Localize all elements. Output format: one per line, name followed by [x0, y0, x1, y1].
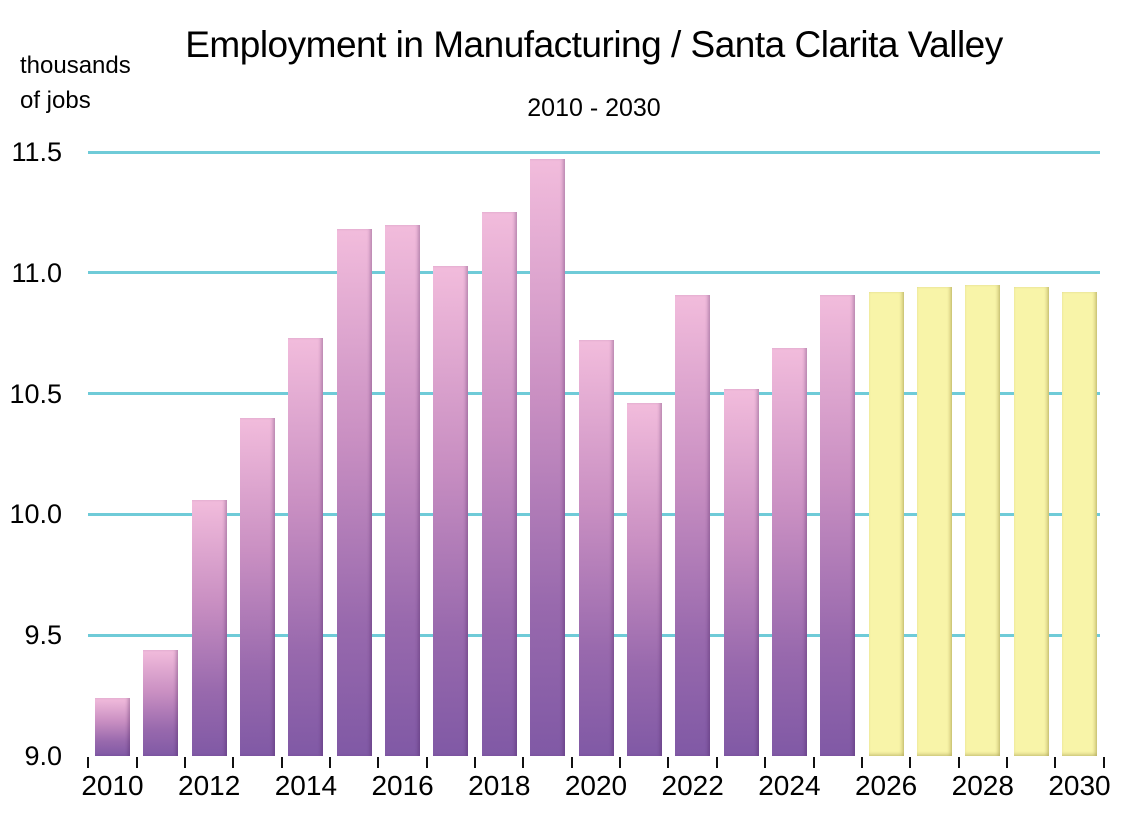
chart-title: Employment in Manufacturing / Santa Clar… — [185, 24, 1003, 65]
x-tick-label: 2030 — [1048, 770, 1111, 801]
x-axis-tick — [1102, 757, 1105, 768]
x-axis-tick — [522, 757, 525, 768]
x-axis-tick — [909, 757, 912, 768]
bar-2030 — [1062, 292, 1097, 756]
bar-2023 — [723, 388, 759, 756]
x-axis-tick — [377, 757, 380, 768]
y-tick-label: 11.5 — [11, 137, 62, 167]
x-tick-label: 2016 — [371, 770, 434, 801]
bar-2026 — [868, 292, 904, 756]
y-axis-label-line-2: of jobs — [20, 87, 91, 114]
x-axis-tick — [183, 757, 186, 768]
x-axis-tick — [619, 757, 622, 768]
x-axis-tick — [425, 757, 428, 768]
bar-2011 — [143, 649, 179, 756]
bar-2024 — [771, 347, 807, 756]
x-tick-label: 2018 — [468, 770, 531, 801]
bar-2019 — [530, 159, 566, 756]
bar-2028 — [965, 284, 1001, 756]
x-axis-tick — [764, 757, 767, 768]
gridline — [88, 271, 1100, 275]
bar-2020 — [578, 340, 614, 756]
x-axis-tick — [280, 757, 283, 768]
x-axis-tick — [570, 757, 573, 768]
x-tick-label: 2010 — [81, 770, 144, 801]
bar-2013 — [240, 417, 276, 756]
bar-2021 — [626, 403, 662, 756]
x-tick-label: 2022 — [661, 770, 724, 801]
x-tick-label: 2014 — [274, 770, 338, 801]
y-tick-label: 10.5 — [9, 378, 62, 409]
bar-2018 — [481, 212, 517, 756]
x-tick-label: 2012 — [178, 770, 241, 801]
x-axis-tick — [715, 757, 718, 768]
x-axis-tick — [860, 757, 863, 768]
x-tick-label: 2028 — [951, 770, 1014, 801]
bar-2022 — [675, 294, 711, 756]
x-axis-tick — [1054, 757, 1057, 768]
x-axis-tick — [329, 757, 331, 768]
bar-2014 — [288, 338, 324, 756]
x-tick-label: 2026 — [854, 770, 918, 801]
x-axis-tick — [1005, 757, 1008, 768]
bar-2025 — [820, 294, 856, 756]
x-tick-label: 2020 — [564, 770, 628, 801]
x-axis-tick — [474, 757, 477, 768]
x-axis-tick — [667, 757, 670, 768]
y-tick-label: 9.0 — [24, 741, 62, 771]
y-tick-label: 10.0 — [9, 499, 62, 530]
y-axis-label: thousands of jobs — [20, 48, 131, 118]
bar-2027 — [916, 287, 952, 756]
x-axis-tick — [87, 757, 90, 768]
x-axis-tick — [135, 757, 138, 768]
bar-2012 — [191, 499, 227, 756]
bar-2010 — [95, 698, 130, 756]
y-axis-label-line-1: thousands — [20, 52, 131, 79]
x-axis-tick — [232, 757, 235, 768]
chart-subtitle: 2010 - 2030 — [527, 94, 661, 122]
bar-2029 — [1013, 287, 1049, 756]
bar-2015 — [336, 229, 372, 756]
x-tick-label: 2024 — [758, 770, 821, 801]
plot-area — [88, 150, 1100, 756]
y-tick-label: 9.5 — [24, 620, 62, 651]
bar-2016 — [385, 224, 421, 756]
gridline — [88, 150, 1100, 154]
bar-2017 — [433, 265, 469, 756]
y-tick-label: 11.0 — [11, 257, 62, 288]
x-axis-tick — [812, 757, 815, 768]
x-axis-tick — [957, 757, 960, 768]
